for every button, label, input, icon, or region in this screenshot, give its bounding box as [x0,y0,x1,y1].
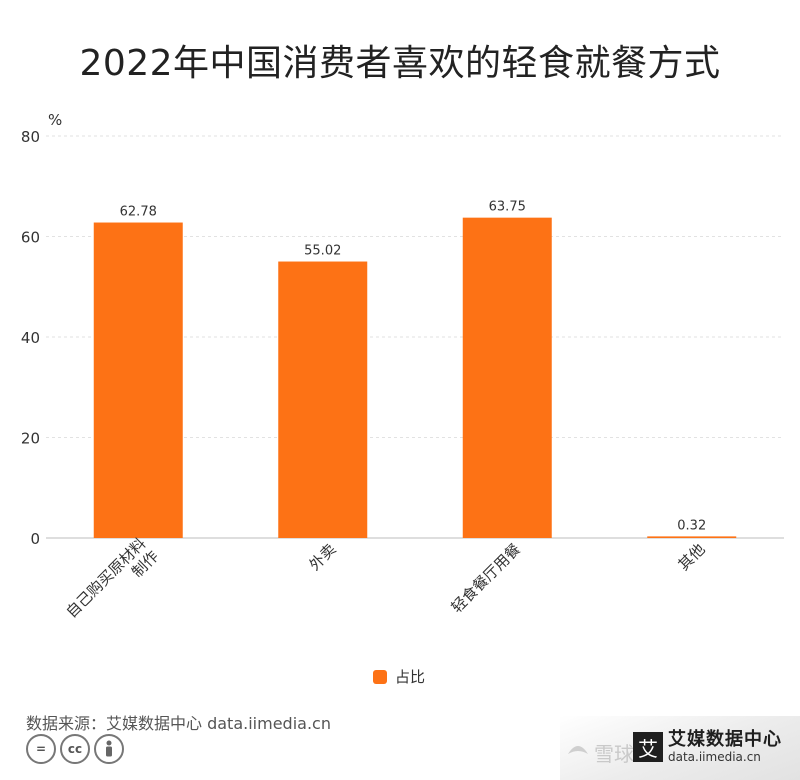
brand-name: 艾媒数据中心 [668,729,782,750]
x-tick-label: 其他 [675,540,709,574]
watermark: 雪球 [566,738,634,767]
y-tick-label: 40 [21,329,40,347]
bar [462,217,552,538]
y-tick-label: 80 [21,128,40,146]
y-tick-label: 0 [30,530,40,548]
cc-icon: cc [60,734,90,764]
brand-url: data.iimedia.cn [668,750,761,764]
data-label: 62.78 [120,205,157,220]
x-tick-label: 外卖 [306,540,340,574]
brand-background [560,716,800,780]
bar [278,261,368,538]
data-label: 55.02 [304,244,341,259]
person-icon [94,734,124,764]
bar-chart: 0 20 40 60 80 62.78 55.02 63.75 0.32 自己购买原材料制作 外… [21,111,784,634]
y-tick-label: 60 [21,229,40,247]
data-label: 63.75 [489,200,526,215]
legend: 占比 [373,666,425,687]
y-tick-label: 20 [21,430,40,448]
chart-title: 2022年中国消费者喜欢的轻食就餐方式 [79,43,721,84]
data-label: 0.32 [677,518,706,533]
brand-logo: 艾 艾媒数据中心 data.iimedia.cn [633,731,782,763]
bar [93,222,183,538]
snowball-icon [566,740,590,765]
watermark-text: 雪球 [594,742,634,766]
equal-icon: = [26,734,56,764]
x-tick-label: 自己购买原材料制作 [62,534,162,634]
bar [647,536,737,538]
legend-label: 占比 [395,668,426,686]
source-note: 数据来源：艾媒数据中心 data.iimedia.cn [26,714,331,733]
license-icons: = cc [26,734,124,764]
x-tick-label: 轻食餐厅用餐 [448,540,524,616]
legend-swatch [373,669,387,684]
y-axis-unit: % [48,111,62,129]
brand-mark: 艾 [633,732,663,762]
